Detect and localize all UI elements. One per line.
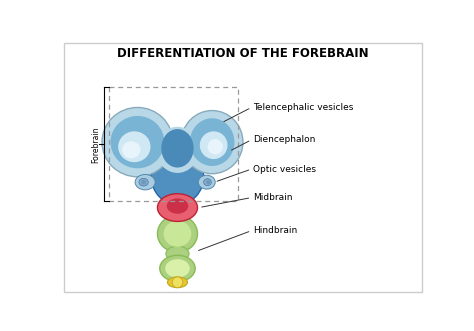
Ellipse shape bbox=[156, 127, 199, 173]
Text: Diencephalon: Diencephalon bbox=[253, 135, 315, 144]
Ellipse shape bbox=[167, 198, 188, 214]
Ellipse shape bbox=[122, 141, 140, 158]
Ellipse shape bbox=[157, 194, 198, 221]
Ellipse shape bbox=[182, 111, 243, 174]
Text: Midbrain: Midbrain bbox=[253, 193, 292, 202]
Ellipse shape bbox=[160, 255, 195, 281]
Ellipse shape bbox=[166, 246, 189, 261]
Ellipse shape bbox=[200, 131, 228, 159]
Ellipse shape bbox=[139, 178, 148, 186]
Text: Telencephalic vesicles: Telencephalic vesicles bbox=[253, 103, 353, 112]
Ellipse shape bbox=[157, 215, 198, 252]
Ellipse shape bbox=[208, 139, 223, 155]
Ellipse shape bbox=[167, 277, 188, 288]
Ellipse shape bbox=[102, 108, 173, 177]
Circle shape bbox=[141, 180, 146, 184]
Ellipse shape bbox=[164, 221, 191, 247]
Ellipse shape bbox=[204, 179, 211, 186]
Ellipse shape bbox=[161, 129, 194, 167]
Ellipse shape bbox=[110, 116, 164, 168]
Text: DIFFERENTIATION OF THE FOREBRAIN: DIFFERENTIATION OF THE FOREBRAIN bbox=[117, 47, 369, 60]
Text: Forebrain: Forebrain bbox=[91, 126, 100, 163]
Ellipse shape bbox=[190, 118, 235, 166]
Ellipse shape bbox=[165, 259, 190, 278]
Text: Hindbrain: Hindbrain bbox=[253, 226, 297, 235]
Circle shape bbox=[206, 180, 210, 184]
Text: Optic vesicles: Optic vesicles bbox=[253, 165, 316, 173]
Ellipse shape bbox=[151, 149, 204, 205]
Ellipse shape bbox=[118, 131, 151, 162]
Ellipse shape bbox=[198, 175, 215, 189]
Circle shape bbox=[172, 277, 183, 288]
Ellipse shape bbox=[135, 174, 155, 190]
Bar bbox=[109, 87, 237, 202]
